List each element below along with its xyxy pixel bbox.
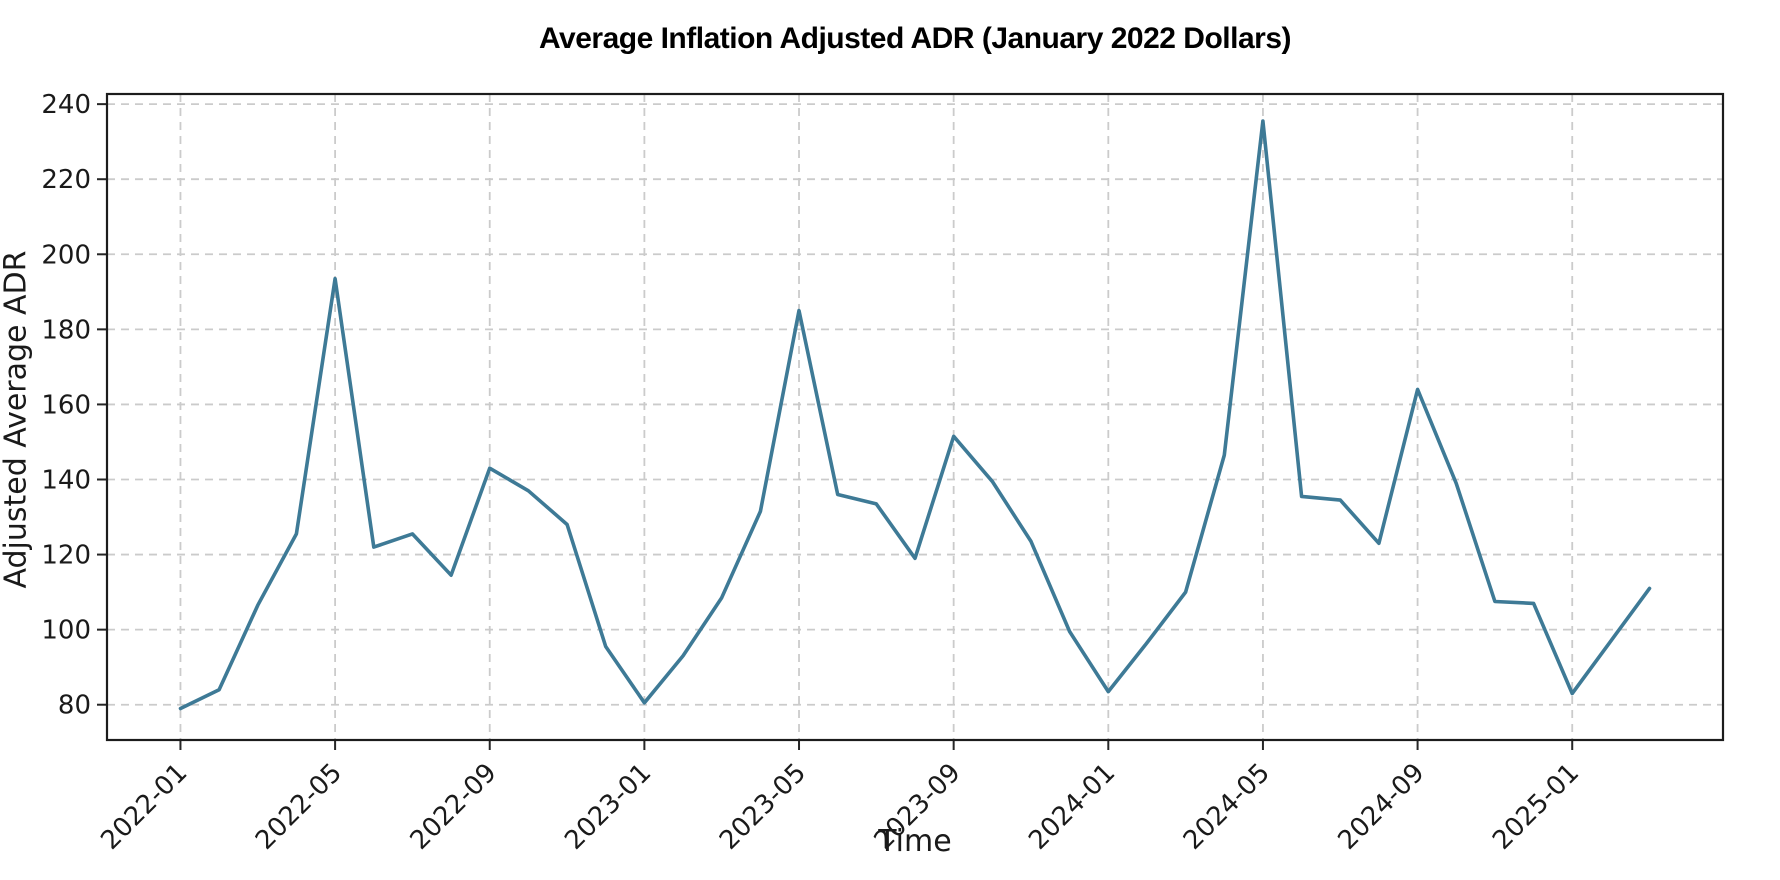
y-axis-label: Adjusted Average ADR [0,250,34,589]
y-tick-label: 160 [41,390,91,420]
y-tick-label: 200 [41,240,91,270]
y-tick-label: 140 [41,465,91,495]
y-tick-label: 120 [41,541,91,571]
y-tick-label: 240 [41,90,91,120]
y-tick-label: 100 [41,616,91,646]
chart-title: Average Inflation Adjusted ADR (January … [538,22,1292,55]
y-tick-label: 180 [41,315,91,345]
data-line [178,119,1652,711]
plot-border [105,92,1725,742]
y-tick-label: 80 [58,691,91,721]
x-axis-label: Time [878,824,952,859]
y-tick-label: 220 [41,165,91,195]
